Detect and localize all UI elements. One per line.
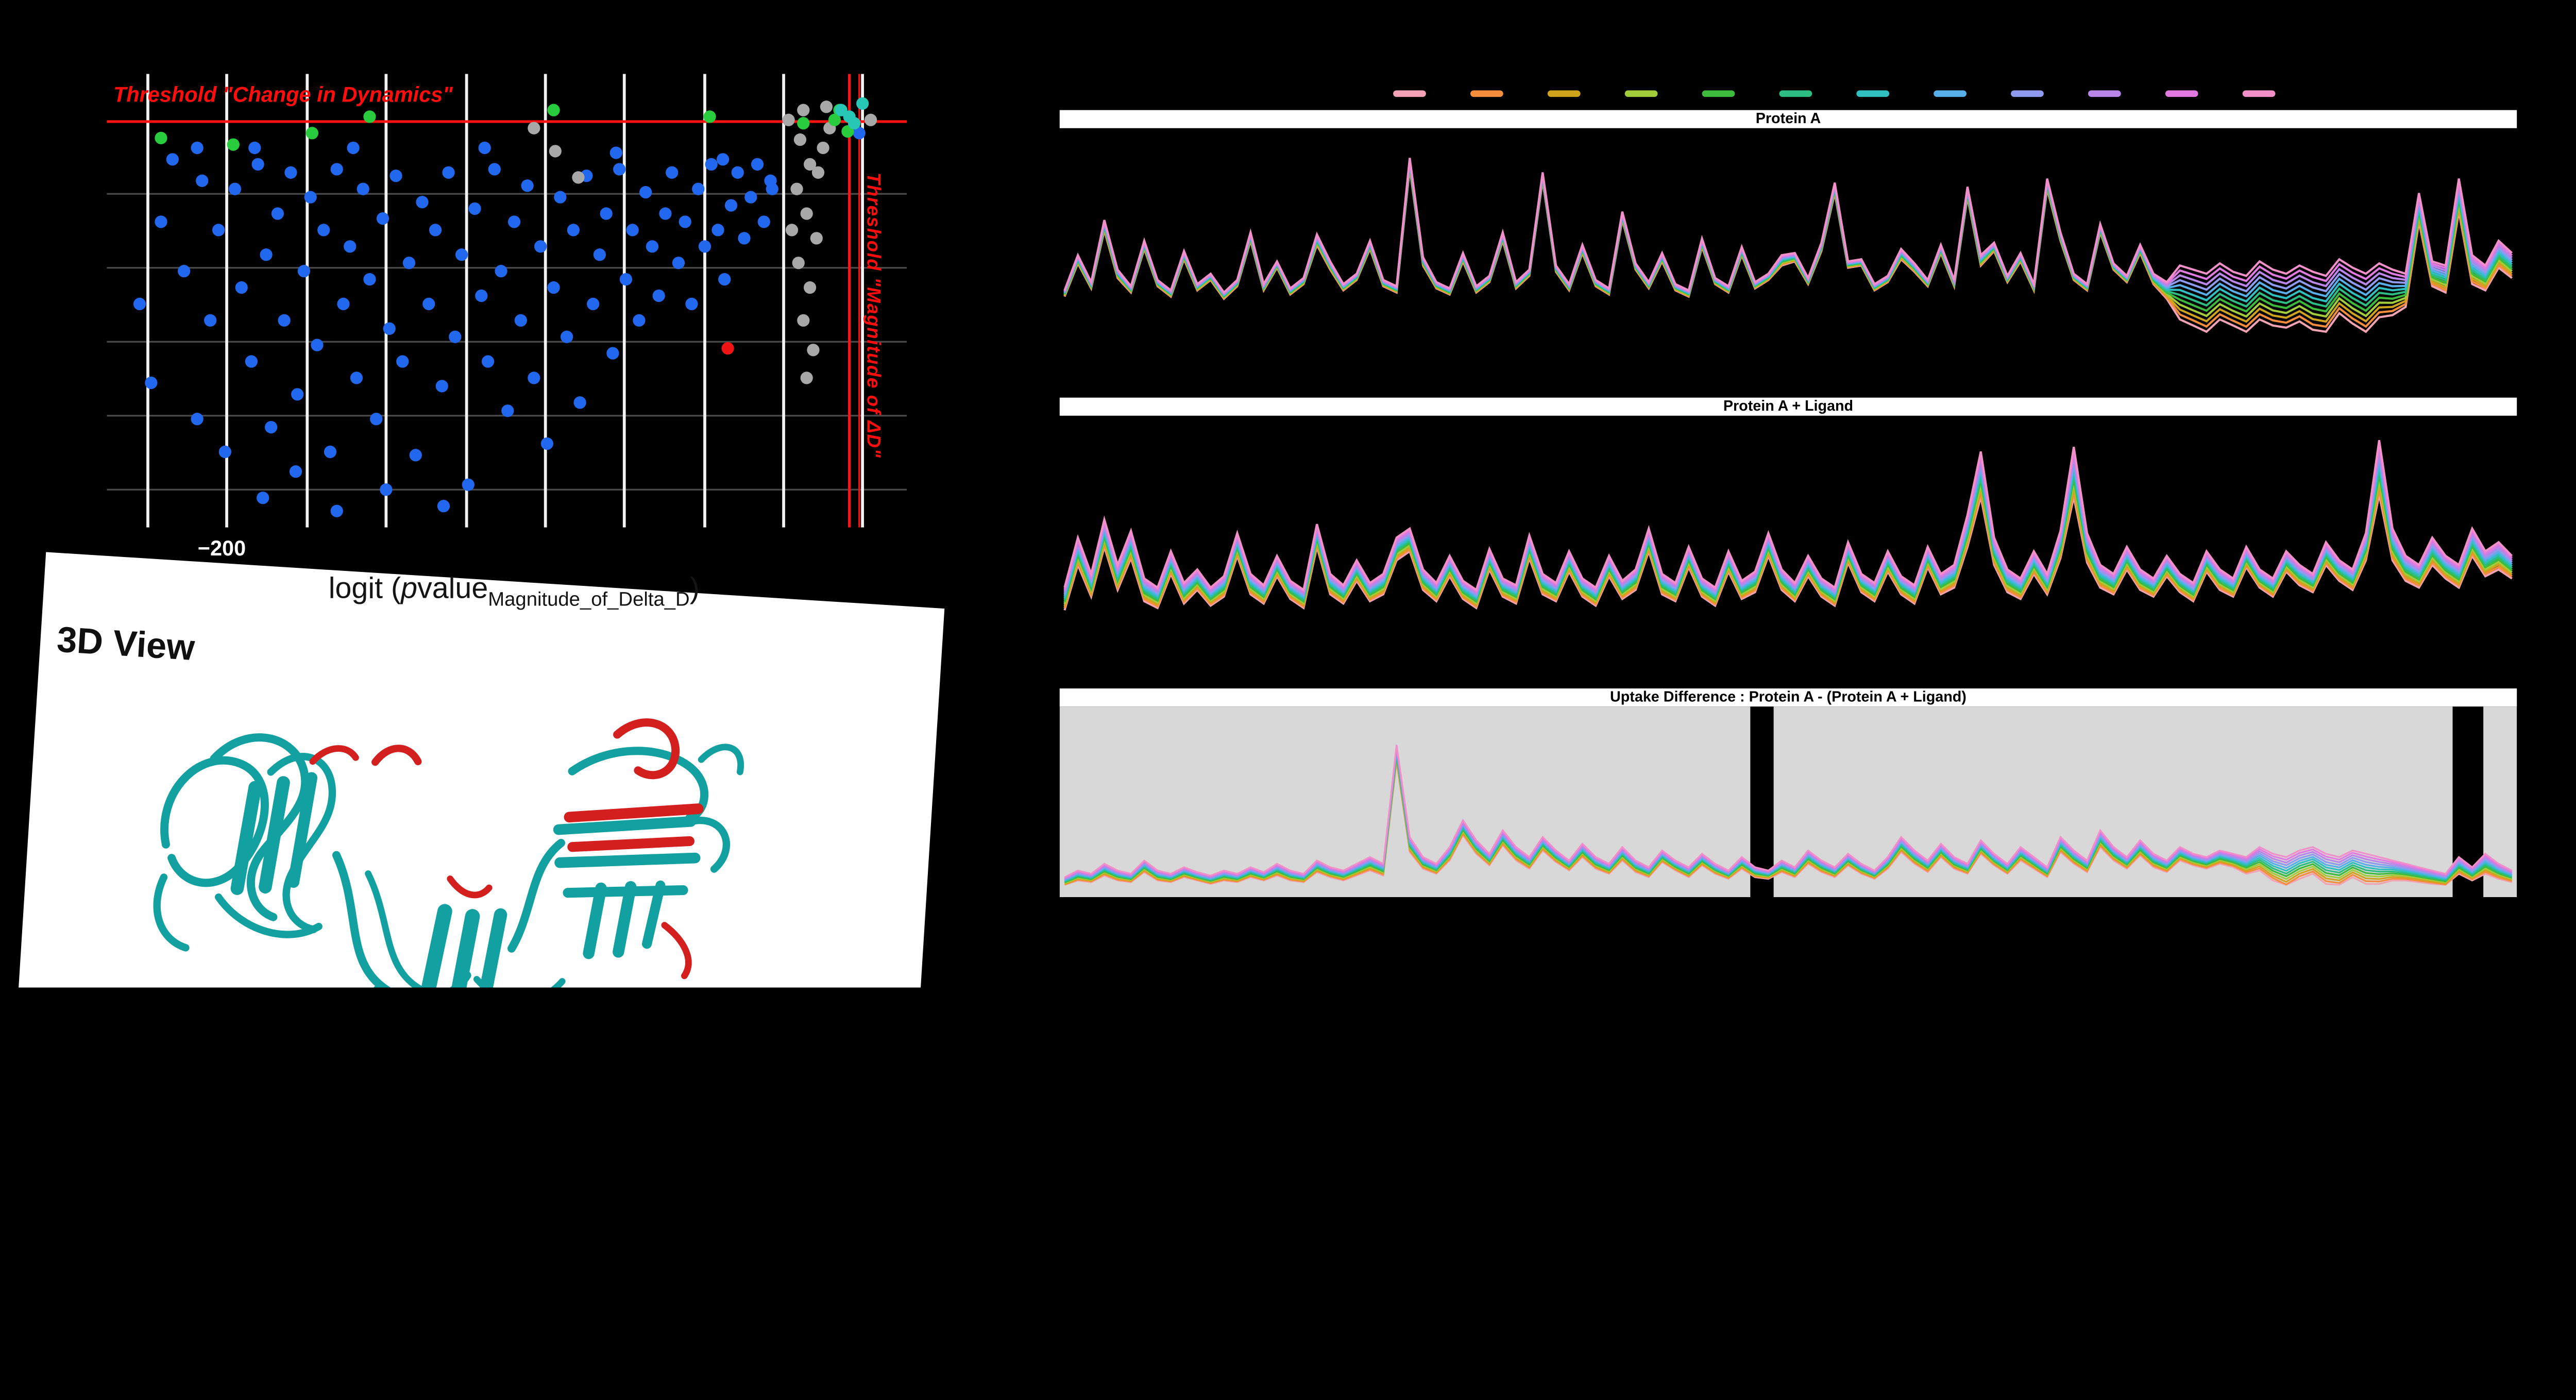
scatter-points-teal[interactable] [835,97,869,130]
threshold-dynamics-label: Threshold "Change in Dynamics" [113,82,453,107]
scatter-points-blue[interactable] [133,127,866,517]
legend-swatch-0[interactable] [1393,90,1426,97]
x-axis-title: logit (pvalueMagnitude_of_Delta_D) [329,572,700,611]
trace-11 [1064,745,2513,878]
trace-5 [1063,163,2513,308]
uptake-difference-chart[interactable] [1059,706,2517,898]
uptake-difference-titlebar: Uptake Difference : Protein A - (Protein… [1059,688,2517,707]
legend-swatch-5[interactable] [1779,90,1812,97]
protein-a-title: Protein A [1755,110,1821,127]
trace-0 [1063,168,2513,333]
scatter-points-green[interactable] [155,104,854,151]
legend-swatch-7[interactable] [1934,90,1967,97]
protein-a-chart[interactable] [1060,128,2517,358]
x-tick-label: −200 [197,535,246,561]
threshold-lines [107,74,907,528]
x-axis-title-post: ) [689,571,700,605]
gridlines [107,74,907,528]
legend-swatch-3[interactable] [1624,90,1658,97]
ribbon-teal-strands [153,733,744,988]
threshold-magnitude-label: Threshold "Magnitude of ΔD" [862,172,883,459]
protein-a-titlebar: Protein A [1059,110,2517,128]
trace-11 [1063,158,2513,294]
3d-view-panel[interactable]: 3D View [15,552,945,988]
protein-a-ligand-chart[interactable] [1060,416,2517,666]
ribbon-red-highlights [309,718,704,980]
legend-swatch-2[interactable] [1547,90,1581,97]
trace-6 [1063,162,2513,303]
scatter-points-gray[interactable] [528,100,877,384]
legend-swatch-11[interactable] [2242,90,2276,97]
scatter-points-red[interactable] [721,342,734,355]
trace-11 [1063,440,2513,592]
legend-swatch-4[interactable] [1702,90,1735,97]
legend-swatch-1[interactable] [1470,90,1503,97]
chart-legend[interactable] [1393,90,2276,97]
volcano-scatter[interactable] [107,74,907,528]
legend-swatch-6[interactable] [1856,90,1890,97]
legend-swatch-8[interactable] [2011,90,2044,97]
x-axis-title-p: p [401,571,418,605]
legend-swatch-10[interactable] [2165,90,2198,97]
protein-ribbon[interactable] [96,647,909,988]
x-axis-title-sub: Magnitude_of_Delta_D [488,587,690,611]
protein-a-ligand-title: Protein A + Ligand [1723,397,1854,414]
volcano-plot[interactable]: Threshold "Change in Dynamics" Threshold… [107,74,907,528]
protein-a-ligand-titlebar: Protein A + Ligand [1059,397,2517,416]
uptake-difference-title: Uptake Difference : Protein A - (Protein… [1610,688,1967,705]
app-canvas: Threshold "Change in Dynamics" Threshold… [15,74,2517,988]
x-axis-title-main: value [417,571,488,605]
legend-swatch-9[interactable] [2088,90,2121,97]
x-axis-title-pre: logit ( [328,571,401,605]
